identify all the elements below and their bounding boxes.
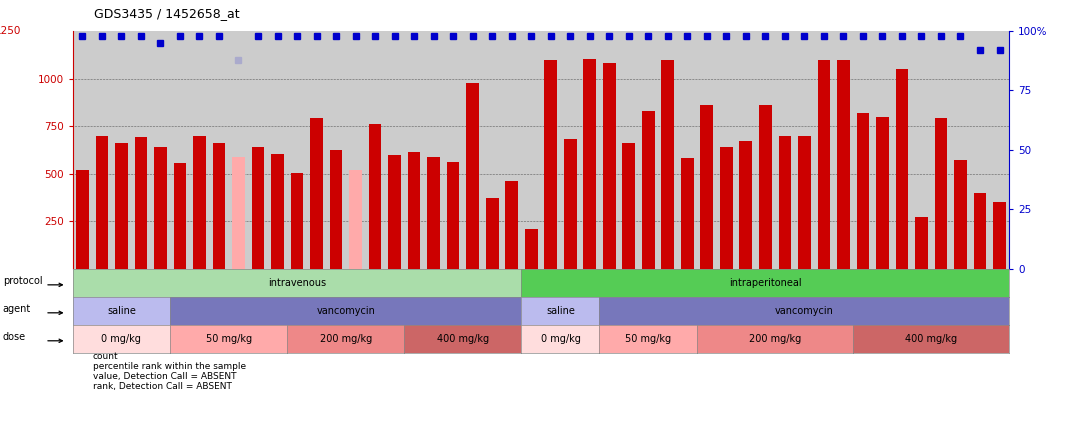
Bar [993, 202, 1006, 269]
Bar [193, 135, 206, 269]
Bar [252, 147, 265, 269]
Text: saline: saline [546, 305, 575, 316]
Text: count: count [93, 353, 119, 361]
Bar [505, 181, 518, 269]
Bar [408, 152, 421, 269]
Bar [583, 59, 596, 269]
Bar [623, 143, 635, 269]
Bar [174, 163, 186, 269]
Text: vancomycin: vancomycin [316, 305, 375, 316]
Text: value, Detection Call = ABSENT: value, Detection Call = ABSENT [93, 372, 236, 381]
Bar [603, 63, 615, 269]
Bar [310, 119, 323, 269]
Text: 400 mg/kg: 400 mg/kg [906, 333, 957, 344]
Bar [661, 59, 674, 269]
Bar [135, 137, 147, 269]
Text: 1250: 1250 [0, 26, 21, 36]
Bar [876, 117, 889, 269]
Bar [837, 59, 850, 269]
Text: percentile rank within the sample: percentile rank within the sample [93, 362, 246, 371]
Bar [779, 135, 791, 269]
Bar [446, 162, 459, 269]
Text: 50 mg/kg: 50 mg/kg [625, 333, 672, 344]
Bar [467, 83, 478, 269]
Bar [349, 170, 362, 269]
Bar [798, 135, 811, 269]
Text: 400 mg/kg: 400 mg/kg [437, 333, 489, 344]
Bar [95, 135, 108, 269]
Bar [427, 156, 440, 269]
Bar [954, 160, 967, 269]
Text: rank, Detection Call = ABSENT: rank, Detection Call = ABSENT [93, 382, 232, 391]
Text: dose: dose [3, 332, 26, 342]
Bar [759, 105, 772, 269]
Bar [974, 193, 987, 269]
Bar [701, 105, 713, 269]
Text: intravenous: intravenous [268, 278, 326, 288]
Bar [330, 150, 343, 269]
Bar [934, 119, 947, 269]
Bar [896, 69, 908, 269]
Bar [115, 143, 128, 269]
Bar [642, 111, 655, 269]
Text: 200 mg/kg: 200 mg/kg [749, 333, 801, 344]
Text: protocol: protocol [3, 276, 43, 286]
Bar [271, 154, 284, 269]
Text: intraperitoneal: intraperitoneal [729, 278, 802, 288]
Bar [915, 217, 928, 269]
Text: 0 mg/kg: 0 mg/kg [101, 333, 141, 344]
Bar [290, 173, 303, 269]
Text: 200 mg/kg: 200 mg/kg [319, 333, 372, 344]
Bar [524, 229, 537, 269]
Text: 50 mg/kg: 50 mg/kg [206, 333, 252, 344]
Text: 0 mg/kg: 0 mg/kg [540, 333, 580, 344]
Bar [545, 59, 557, 269]
Text: agent: agent [3, 304, 31, 314]
Bar [389, 155, 400, 269]
Bar [817, 59, 830, 269]
Bar [154, 147, 167, 269]
Bar [486, 198, 499, 269]
Bar [739, 141, 752, 269]
Text: GDS3435 / 1452658_at: GDS3435 / 1452658_at [94, 7, 239, 20]
Bar [681, 159, 693, 269]
Bar [76, 170, 89, 269]
Bar [857, 113, 869, 269]
Bar [213, 143, 225, 269]
Bar [720, 147, 733, 269]
Text: saline: saline [107, 305, 136, 316]
Bar [368, 124, 381, 269]
Bar [564, 139, 577, 269]
Text: vancomycin: vancomycin [775, 305, 834, 316]
Bar [232, 156, 245, 269]
